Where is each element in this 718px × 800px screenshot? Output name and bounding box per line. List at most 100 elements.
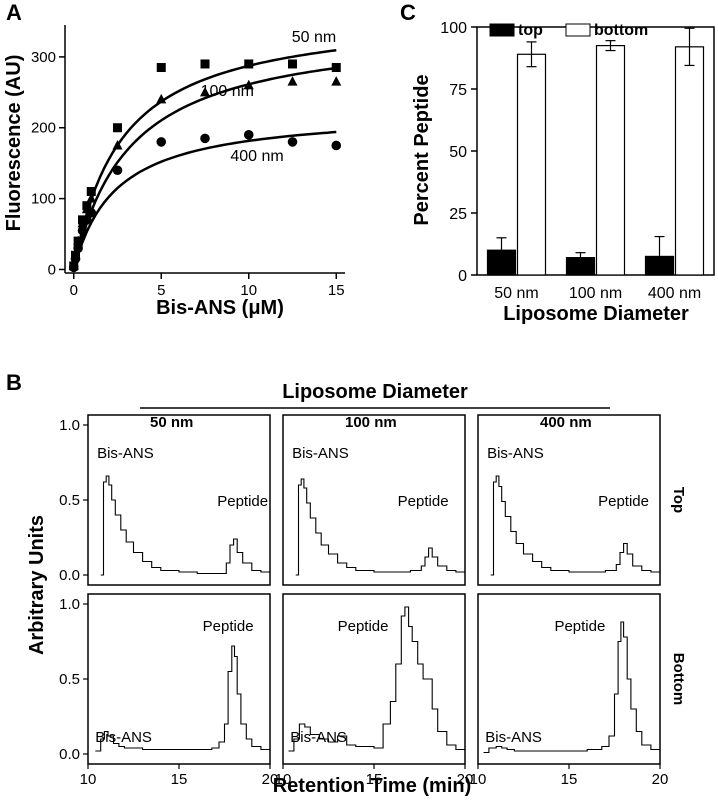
column-header-50-nm: 50 nm — [150, 414, 193, 431]
legend-label-bottom: bottom — [594, 22, 648, 39]
panel-a-y-axis-label: Fluorescence (AU) — [3, 55, 25, 232]
chromatogram-trace-bottom-50-nm — [95, 645, 271, 752]
marker-50-nm — [86, 187, 96, 197]
panel-a-x-axis-label: Bis-ANS (μM) — [156, 297, 284, 319]
marker-400-nm — [73, 243, 83, 253]
panel-c-y-tick-label: 25 — [449, 206, 467, 223]
peak-label-peptide: Peptide — [554, 618, 605, 635]
marker-400-nm — [200, 133, 210, 144]
panel-a-x-tick-label: 0 — [70, 282, 78, 299]
series-label-50-nm: 50 nm — [292, 29, 336, 46]
marker-50-nm — [331, 63, 341, 73]
panel-a-x-tick-label: 15 — [328, 282, 345, 299]
panel-label-b: B — [6, 370, 22, 395]
peak-label-peptide: Peptide — [217, 493, 268, 510]
marker-400-nm — [331, 140, 342, 151]
marker-100-nm — [287, 76, 298, 86]
peak-label-bisans: Bis-ANS — [97, 445, 154, 462]
panel-b-x-tick-label: 15 — [366, 771, 383, 788]
marker-50-nm — [244, 59, 254, 69]
marker-100-nm — [156, 93, 167, 104]
panel-b-x-tick-label: 10 — [275, 771, 292, 788]
chromatogram-trace-bottom-100-nm — [288, 606, 466, 752]
fit-curve-400-nm — [72, 130, 337, 270]
panel-c-y-axis-label: Percent Peptide — [411, 74, 433, 225]
peak-label-peptide: Peptide — [398, 493, 449, 510]
peak-label-peptide: Peptide — [338, 618, 389, 635]
panel-c-bar-chart: 0 25 50 75 100 50 nm 100 nm 400 nm top bottom L… — [411, 20, 715, 325]
panel-b-y-tick-label: 1.0 — [59, 596, 80, 613]
panel-b-y-tick-label: 1.0 — [59, 417, 80, 434]
marker-400-nm — [287, 137, 298, 147]
panel-b-y-tick-label: 0.5 — [59, 492, 80, 509]
panel-b-y-tick-label: 0.5 — [59, 671, 80, 688]
marker-400-nm — [77, 225, 88, 236]
panel-b-x-axis-label: Retention Time (min) — [273, 775, 472, 797]
marker-50-nm — [113, 123, 122, 133]
chromatogram-frame-top-400-nm — [477, 414, 661, 586]
panel-b-y-tick-label: 0.0 — [59, 746, 80, 763]
bar-top-400-nm — [644, 255, 675, 276]
panel-b-x-tick-label: 20 — [652, 771, 669, 788]
peak-label-peptide: Peptide — [203, 618, 254, 635]
marker-400-nm — [70, 254, 81, 264]
peak-label-peptide: Peptide — [598, 493, 649, 510]
chromatogram-trace-top-100-nm — [295, 478, 466, 576]
panel-b-y-tick-label: 0.0 — [59, 567, 80, 584]
series-label-100-nm: 100 nm — [201, 83, 254, 100]
panel-a-y-tick-label: 300 — [31, 49, 56, 66]
peak-label-bisans: Bis-ANS — [292, 445, 349, 462]
panel-label-a: A — [6, 0, 22, 25]
panel-b-y-axis-label: Arbitrary Units — [26, 515, 48, 655]
marker-100-nm — [73, 235, 84, 246]
marker-100-nm — [331, 76, 342, 86]
bar-bottom-400-nm — [674, 46, 705, 276]
panel-c-x-axis-label: Liposome Diameter — [503, 303, 689, 325]
marker-100-nm — [243, 79, 254, 90]
column-header-400-nm: 400 nm — [540, 414, 592, 431]
peak-label-bisans: Bis-ANS — [95, 729, 152, 746]
panel-b-x-tick-label: 20 — [262, 771, 279, 788]
panel-a-x-tick-label: 10 — [240, 282, 257, 299]
marker-50-nm — [156, 63, 166, 73]
marker-100-nm — [200, 86, 210, 97]
bar-bottom-100-nm — [595, 44, 626, 276]
legend-swatch-bottom — [565, 23, 591, 37]
series-label-400-nm: 400 nm — [230, 148, 283, 165]
panel-a-y-tick-label: 100 — [31, 191, 56, 208]
peak-label-bisans: Bis-ANS — [290, 729, 347, 746]
chromatogram-trace-top-400-nm — [490, 475, 661, 576]
panel-b-x-tick-label: 10 — [470, 771, 487, 788]
column-header-100-nm: 100 nm — [345, 414, 397, 431]
marker-400-nm — [243, 130, 254, 140]
chromatogram-trace-top-50-nm — [100, 475, 271, 576]
marker-50-nm — [288, 59, 297, 69]
marker-100-nm — [77, 217, 88, 228]
legend-label-top: top — [518, 22, 543, 39]
marker-100-nm — [112, 139, 123, 150]
panel-b-x-tick-label: 10 — [80, 771, 97, 788]
panel-c-x-tick-label: 50 nm — [494, 285, 538, 302]
marker-400-nm — [86, 207, 97, 218]
panel-c-y-tick-label: 0 — [458, 268, 467, 285]
panel-b-x-tick-label: 15 — [561, 771, 578, 788]
panel-c-y-tick-label: 50 — [449, 144, 467, 161]
marker-400-nm — [112, 165, 123, 176]
panel-c-y-tick-label: 75 — [449, 82, 467, 99]
marker-400-nm — [82, 215, 92, 225]
panel-a-y-tick-label: 0 — [48, 261, 56, 278]
marker-400-nm — [156, 137, 167, 147]
marker-400-nm — [68, 262, 79, 273]
marker-50-nm — [200, 59, 210, 69]
panel-c-x-tick-label: 100 nm — [569, 285, 622, 302]
panel-label-c: C — [400, 0, 416, 25]
row-label-top: Top — [670, 487, 687, 513]
panel-c-x-tick-label: 400 nm — [648, 285, 701, 302]
bar-top-100-nm — [565, 257, 596, 276]
bar-top-50-nm — [486, 249, 517, 276]
panel-b-chromatograms: Liposome Diameter 50 nm 100 nm 400 nm Bis-… — [26, 381, 687, 797]
panel-a-binding-curves: 0 5 10 15 0 100 200 300 50 nm 100 nm 400 nm Bis-A… — [3, 25, 345, 319]
panel-a-y-tick-label: 200 — [31, 120, 56, 137]
marker-100-nm — [86, 193, 97, 203]
